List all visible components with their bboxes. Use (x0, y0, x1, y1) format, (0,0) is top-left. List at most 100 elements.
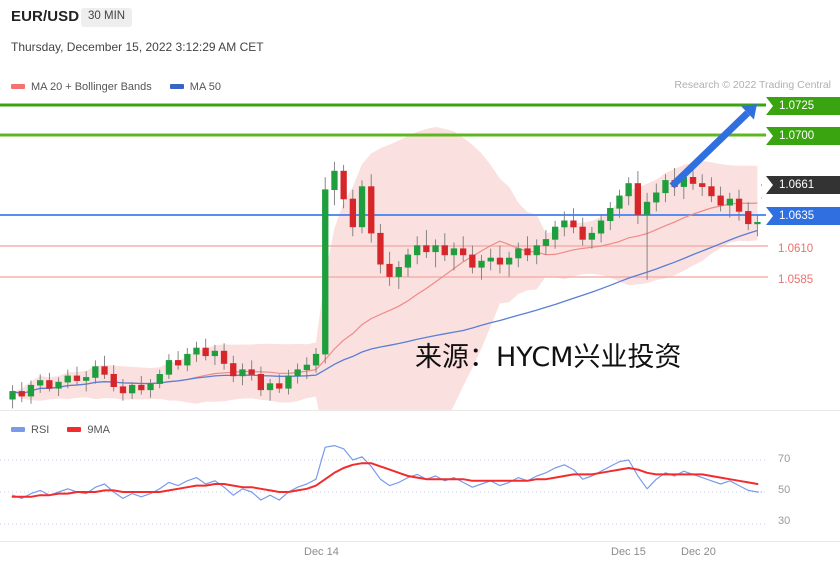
x-axis-label: Dec 15 (611, 546, 646, 558)
candle-body (735, 198, 743, 212)
rsi-series-9ma (11, 462, 759, 498)
candle-body (276, 383, 283, 389)
price-legend: MA 20 + Bollinger Bands MA 50 (11, 78, 239, 93)
candle-body (395, 267, 402, 277)
9ma-swatch-icon (67, 427, 82, 433)
candle-body (533, 245, 540, 256)
candle-body (377, 232, 384, 265)
candle-body (46, 380, 53, 389)
legend-item-ma50[interactable]: MA 50 (169, 80, 221, 93)
candle-body (368, 186, 375, 234)
candle-body (358, 186, 366, 228)
candle-body (303, 364, 310, 370)
candle-body (294, 369, 301, 377)
legend-label: MA 50 (189, 80, 221, 93)
candle-body (441, 245, 448, 256)
ma20-bollinger-swatch-icon (11, 84, 25, 90)
rsi-chart-pane (0, 436, 840, 540)
price-tag-support-1-0610: 1.0610 (778, 243, 814, 255)
candle-body (597, 220, 605, 234)
candle-body (239, 369, 246, 377)
candle-body (248, 369, 255, 375)
legend-label: RSI (31, 423, 50, 436)
timeframe-badge[interactable]: 30 MIN (81, 8, 133, 27)
candle-body (726, 198, 733, 206)
candle-body (496, 257, 504, 265)
candlestick-series (9, 161, 761, 409)
candle-body (542, 239, 550, 246)
symbol-label: EUR/USD (11, 8, 80, 25)
candle-body (119, 386, 127, 394)
candle-body (717, 195, 724, 206)
legend-item-ma20-bollinger[interactable]: MA 20 + Bollinger Bands (11, 81, 152, 93)
candle-body (423, 245, 430, 253)
candle-body (478, 260, 485, 268)
rsi-level-50: 50 (778, 484, 791, 496)
legend-label: MA 20 + Bollinger Bands (31, 80, 152, 93)
candle-body (634, 183, 641, 215)
rsi-swatch-icon (11, 427, 25, 433)
candle-body (129, 384, 136, 394)
candle-body (745, 211, 752, 225)
price-tag-last-price-1-0661: 1.0661 (766, 176, 840, 194)
candle-body (450, 248, 458, 256)
candle-body (220, 350, 228, 364)
bullish-arrow-shaft (669, 110, 751, 189)
candle-body (285, 375, 292, 389)
candle-body (459, 248, 467, 256)
legend-item-rsi[interactable]: RSI (11, 424, 49, 436)
candle-body (55, 381, 62, 389)
source-watermark: 来源：HYCM兴业投资 (415, 342, 682, 373)
candle-body (487, 257, 494, 262)
candle-body (184, 353, 191, 366)
ma50-swatch-icon (169, 84, 184, 90)
price-tag-pivot-1-0635: 1.0635 (766, 207, 840, 225)
candle-body (616, 195, 623, 209)
candle-body (211, 350, 218, 357)
candle-body (754, 222, 761, 225)
candle-body (625, 183, 632, 197)
candle-body (331, 170, 338, 190)
candle-body (689, 177, 697, 184)
bollinger-band-fill (12, 127, 758, 410)
candle-body (551, 226, 559, 240)
candle-body (230, 363, 237, 377)
candle-body (175, 360, 182, 366)
candle-body (699, 183, 706, 187)
candle-body (73, 375, 81, 381)
candle-body (101, 366, 108, 375)
candle-body (340, 170, 347, 200)
candle-body (653, 192, 660, 203)
x-axis-label: Dec 20 (681, 546, 716, 558)
ma50-line (12, 229, 758, 395)
candle-body (165, 360, 173, 375)
candle-body (193, 347, 200, 355)
rsi-legend: RSI 9MA (11, 421, 128, 436)
candle-body (570, 220, 577, 228)
legend-label: 9MA (87, 423, 110, 436)
candle-body (27, 384, 35, 397)
candle-body (662, 180, 669, 194)
candle-body (257, 373, 264, 391)
candle-body (266, 383, 274, 391)
candle-body (138, 384, 145, 391)
candle-body (92, 366, 99, 378)
candle-body (515, 248, 522, 259)
research-credit: Research © 2022 Trading Central (674, 79, 831, 91)
candle-body (322, 189, 329, 355)
candle-body (9, 391, 16, 400)
candle-body (469, 254, 476, 268)
price-tag-resistance-1-0700: 1.0700 (766, 127, 840, 145)
candle-body (561, 220, 568, 228)
price-chart-pane (0, 92, 840, 410)
candle-body (110, 373, 117, 387)
header: EUR/USD 30 MIN (0, 0, 840, 35)
candle-body (607, 208, 614, 222)
x-axis-label: Dec 14 (304, 546, 339, 558)
candle-body (83, 377, 90, 381)
candle-body (708, 186, 715, 197)
legend-item-9ma[interactable]: 9MA (67, 424, 110, 436)
candle-body (64, 375, 71, 383)
price-tag-target-1-0725: 1.0725 (766, 97, 840, 115)
